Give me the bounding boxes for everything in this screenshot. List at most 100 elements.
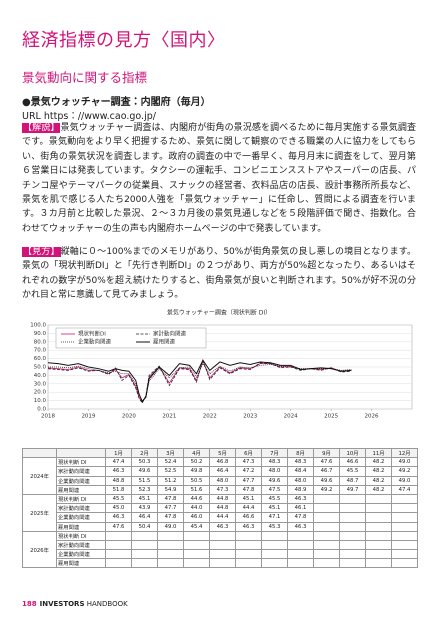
value-cell: 45.5 [105,493,132,505]
value-cell: 49.2 [391,466,418,477]
value-cell: 47.6 [313,457,340,468]
value-cell [339,503,366,514]
value-cell [209,558,236,569]
value-cell: 49.6 [313,475,340,486]
value-cell: 47.2 [235,466,262,477]
table-row: 2026年 現状判断 DI [22,530,418,569]
chart: 景気ウォッチャー調査（現状判断 DI） 0.0 10.0 20.0 30.0 40.0 5… [30,309,413,420]
value-cell [287,539,314,551]
value-cell [391,558,418,569]
value-cell: 49.6 [261,475,288,486]
y-tick-label: 100.0 [30,323,46,329]
value-cell [183,558,210,569]
value-cell: 49.0 [157,521,184,532]
month-header: 12月 [391,447,418,459]
value-cell [365,493,392,505]
table-row: 企業動向関連 46.3 46.4 47.8 46.0 44.4 46.6 47.1 47.8 [23,512,418,523]
legend-label: 雇用関連 [153,338,176,346]
x-tick-label: 2018 [41,414,55,420]
value-cell: 52.3 [131,484,158,495]
value-cell: 45.1 [131,493,158,505]
value-cell [391,530,418,541]
month-header: 7月 [261,447,288,459]
row-label: 雇用関連 [56,558,106,569]
table-row: 雇用関連 51.8 52.3 54.9 51.6 47.3 47.8 47.5 48.9 49.2… [23,484,418,495]
value-cell: 47.1 [261,512,288,523]
month-header: 1月 [105,447,132,459]
row-label: 企業動向関連 [56,475,106,486]
chart-title: 景気ウォッチャー調査（現状判断 DI） [167,309,271,317]
row-label: 家計動向関連 [56,539,106,551]
value-cell: 50.4 [131,521,158,532]
y-tick-label: 10.0 [34,398,47,404]
value-cell [339,493,366,505]
value-cell: 50.5 [183,475,210,486]
y-tick-label: 90.0 [34,331,47,337]
x-tick-label: 2020 [122,414,136,420]
x-tick-label: 2022 [203,414,217,420]
corner-cell [22,447,57,459]
value-cell [339,549,366,560]
value-cell: 46.3 [287,493,314,505]
value-cell [313,521,340,532]
value-cell [157,549,184,560]
value-cell [313,530,340,541]
series-line [47,358,352,404]
corner-cell [56,447,106,459]
value-cell [313,503,340,514]
value-cell: 47.6 [105,521,132,532]
value-cell: 46.4 [209,466,236,477]
table-row: 企業動向関連 [23,549,418,560]
y-tick-label: 60.0 [34,356,47,362]
value-cell [261,530,288,541]
value-cell: 45.5 [339,466,366,477]
y-tick-label: 0.0 [37,407,46,413]
value-cell: 49.2 [313,484,340,495]
footer: 188 INVESTORS HANDBOOK [22,600,128,608]
book: HANDBOOK [86,600,128,608]
row-label: 企業動向関連 [56,512,106,523]
url: URL https：//www.cao.go.jp/ [22,111,156,122]
row-label: 現状判断 DI [56,493,106,505]
value-cell [313,539,340,551]
month-header: 3月 [157,447,184,459]
value-cell: 49.0 [391,475,418,486]
table-row: 2025年 現状判断 DI 45.5 45.1 47.8 44.6 44.8 45.1 45.5… [22,493,418,532]
value-cell [209,539,236,551]
value-cell [131,539,158,551]
section-title: 景気動向に関する指標 [22,70,148,85]
value-cell: 47.8 [235,484,262,495]
value-cell: 44.8 [209,503,236,514]
value-cell: 51.6 [183,484,210,495]
x-tick-label: 2024 [284,414,298,420]
value-cell: 45.0 [105,503,132,514]
y-tick-label: 80.0 [34,339,47,345]
y-tick-label: 40.0 [34,373,47,379]
value-cell [339,539,366,551]
legend-box [55,327,207,349]
value-cell [365,558,392,569]
value-cell: 43.9 [131,503,158,514]
value-cell: 54.9 [157,484,184,495]
series-line [47,359,352,403]
legend-label: 家計動向関連 [153,330,187,338]
value-cell: 47.3 [209,484,236,495]
page-title: 経済指標の見方〈国内〉 [22,30,226,51]
value-cell: 52.4 [157,457,184,468]
value-cell: 46.4 [131,512,158,523]
table-row: 企業動向関連 48.8 51.5 51.2 50.5 48.0 47.7 49.6 48.0 49… [23,475,418,486]
y-tick-label: 30.0 [34,381,47,387]
value-cell [365,530,392,541]
month-header: 11月 [365,447,392,459]
value-cell: 47.8 [157,493,184,505]
value-cell [261,539,288,551]
value-cell: 51.5 [131,475,158,486]
value-cell: 48.3 [261,457,288,468]
brand: INVESTORS [39,600,85,608]
value-cell [365,521,392,532]
y-tick-label: 20.0 [34,390,47,396]
data-table: 1月 2月 3月 4月 5月 6月 7月 8月 9月 10月 11月 12月 2024年 現状判断 DI 4… [22,447,418,569]
value-cell [287,558,314,569]
value-cell: 48.7 [339,475,366,486]
value-cell: 44.6 [183,493,210,505]
